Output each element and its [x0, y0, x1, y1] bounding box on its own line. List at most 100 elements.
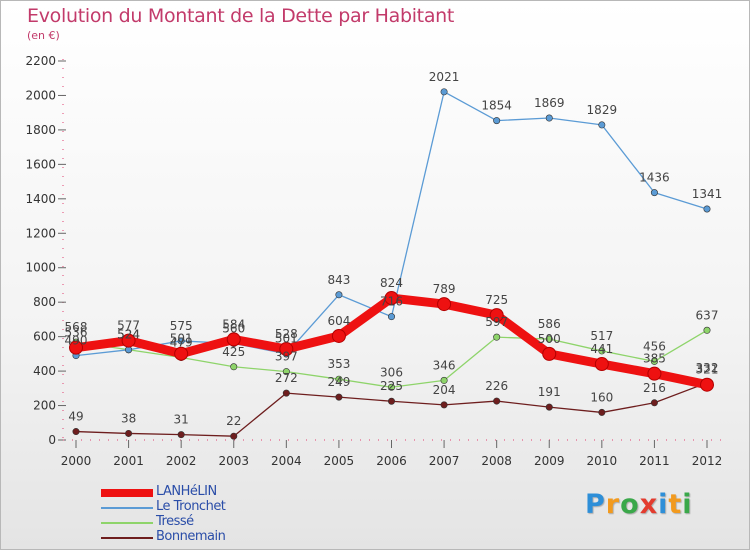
- x-tick-label: 2007: [429, 454, 460, 468]
- legend-swatch-tresse: [101, 522, 153, 524]
- legend: LANHéLIN Le Tronchet Tressé Bonnemain: [101, 484, 321, 545]
- legend-label-bonnemain: Bonnemain: [156, 529, 226, 544]
- data-label: 353: [327, 357, 350, 371]
- data-label: 577: [117, 319, 140, 333]
- data-label: 500: [538, 332, 561, 346]
- data-label: 31: [174, 413, 189, 427]
- legend-item-tresse: Tressé: [101, 514, 321, 530]
- data-label: 1869: [534, 96, 565, 110]
- y-tick-label: 200: [33, 399, 56, 413]
- data-point: [387, 383, 395, 391]
- data-label: 479: [170, 335, 193, 349]
- data-label: 536: [65, 326, 88, 340]
- x-tick-label: 2002: [166, 454, 197, 468]
- data-label: 575: [170, 319, 193, 333]
- data-label: 843: [327, 273, 350, 287]
- data-label: 725: [485, 293, 508, 307]
- brand-letter: i: [682, 489, 693, 520]
- x-tick-label: 2012: [692, 454, 723, 468]
- data-point: [545, 403, 553, 411]
- data-label: 597: [485, 315, 508, 329]
- data-label: 517: [590, 329, 613, 343]
- data-point: [335, 393, 343, 401]
- data-point: [545, 114, 553, 122]
- data-label: 49: [68, 410, 83, 424]
- data-point: [174, 346, 189, 361]
- y-tick-label: 1400: [25, 192, 56, 206]
- data-label: 272: [275, 371, 298, 385]
- legend-item-bonnemain: Bonnemain: [101, 529, 321, 545]
- data-point: [282, 368, 290, 376]
- data-label: 501: [275, 332, 298, 346]
- data-point: [542, 346, 557, 361]
- legend-item-le-tronchet: Le Tronchet: [101, 499, 321, 515]
- data-label: 249: [327, 375, 350, 389]
- data-label: 160: [590, 390, 613, 404]
- data-point: [647, 366, 662, 381]
- brand-letter: i: [658, 489, 669, 520]
- data-point: [700, 377, 714, 392]
- legend-label-lanhelin: LANHéLIN: [156, 484, 217, 499]
- data-label: 584: [222, 317, 245, 331]
- y-tick-label: 1000: [25, 261, 56, 275]
- data-label: 397: [275, 350, 298, 364]
- data-label: 226: [485, 379, 508, 393]
- y-tick-label: 1800: [25, 123, 56, 137]
- y-tick-label: 0: [48, 433, 56, 447]
- data-label: 1341: [692, 187, 723, 201]
- data-label: 560: [222, 322, 245, 336]
- data-point: [493, 333, 501, 341]
- data-point: [177, 431, 185, 439]
- legend-swatch-lanhelin: [101, 489, 153, 497]
- x-tick-label: 2009: [534, 454, 565, 468]
- data-point: [598, 408, 606, 416]
- data-label: 441: [590, 342, 613, 356]
- y-tick-label: 400: [33, 364, 56, 378]
- data-label: 1854: [481, 99, 512, 113]
- x-tick-label: 2011: [639, 454, 670, 468]
- y-tick-label: 2000: [25, 88, 56, 102]
- brand-letter: r: [605, 489, 621, 520]
- data-label: 385: [643, 352, 666, 366]
- y-tick-label: 1600: [25, 157, 56, 171]
- y-tick-label: 2200: [25, 54, 56, 68]
- y-tick-label: 1200: [25, 226, 56, 240]
- data-point: [226, 332, 241, 347]
- brand-letter: t: [668, 489, 683, 520]
- legend-swatch-le-tronchet: [101, 507, 153, 509]
- data-point: [230, 363, 238, 371]
- y-tick-label: 800: [33, 295, 56, 309]
- data-point: [282, 389, 290, 397]
- chart-subtitle: (en €): [27, 29, 60, 42]
- data-point: [598, 347, 606, 355]
- data-label: 204: [433, 383, 456, 397]
- data-point: [279, 342, 294, 357]
- legend-label-tresse: Tressé: [156, 514, 194, 529]
- data-point: [489, 308, 504, 323]
- x-tick-label: 2003: [218, 454, 249, 468]
- data-label: 604: [327, 314, 350, 328]
- data-label: 22: [226, 414, 241, 428]
- data-label: 346: [433, 358, 456, 372]
- data-point: [177, 337, 185, 345]
- legend-swatch-bonnemain: [101, 537, 153, 539]
- data-label: 524: [117, 328, 140, 342]
- brand-logo: Proxiti: [585, 489, 693, 520]
- brand-letter: o: [620, 489, 640, 520]
- data-label: 38: [121, 411, 136, 425]
- data-point: [387, 397, 395, 405]
- data-point: [69, 340, 83, 355]
- chart-title: Evolution du Montant de la Dette par Hab…: [27, 5, 455, 27]
- data-label: 321: [696, 363, 719, 377]
- data-label: 824: [380, 276, 403, 290]
- legend-item-lanhelin: LANHéLIN: [101, 484, 321, 500]
- data-point: [384, 291, 399, 306]
- data-label: 789: [433, 282, 456, 296]
- data-point: [437, 297, 452, 312]
- x-tick-label: 2006: [376, 454, 407, 468]
- data-label: 637: [696, 308, 719, 322]
- data-label: 501: [170, 332, 193, 346]
- x-tick-label: 2000: [61, 454, 92, 468]
- data-point: [335, 375, 343, 383]
